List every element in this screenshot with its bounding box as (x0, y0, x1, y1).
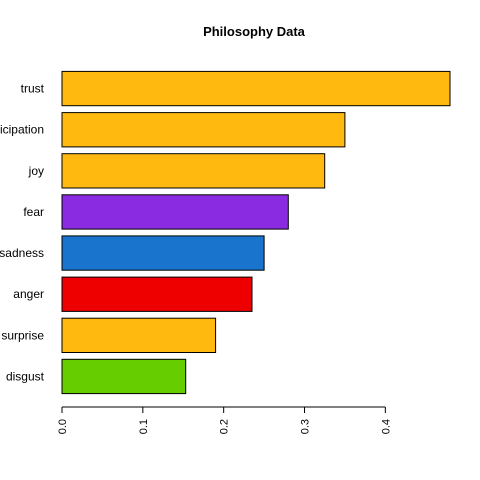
bar-anger (61, 276, 253, 312)
bar-trust (61, 70, 451, 107)
chart-title: Philosophy Data (203, 24, 306, 39)
x-tick-label: 0.0 (57, 419, 69, 434)
bar-anticipation (61, 112, 346, 148)
bars-group (61, 70, 451, 395)
category-label-disgust: disgust (6, 369, 45, 383)
category-label-surprise: surprise (1, 328, 44, 342)
bar-sadness (61, 235, 265, 271)
category-label-trust: trust (21, 82, 45, 96)
x-tick-label: 0.1 (138, 419, 150, 434)
x-tick-label: 0.4 (380, 419, 392, 434)
bar-fear (61, 194, 289, 230)
category-label-sadness: sadness (0, 246, 44, 260)
category-label-anger: anger (13, 287, 44, 301)
x-axis: 0.0 0.1 0.2 0.3 0.4 (57, 406, 392, 434)
bar-surprise (61, 317, 217, 354)
category-labels: trust anticipation joy fear sadness anger surp… (0, 82, 45, 384)
category-label-anticipation: anticipation (0, 123, 44, 137)
x-tick-label: 0.2 (219, 419, 231, 434)
bar-disgust (61, 358, 187, 395)
bar-joy (61, 153, 326, 189)
category-label-fear: fear (23, 205, 44, 219)
x-tick-label: 0.3 (300, 419, 312, 434)
category-label-joy: joy (28, 164, 44, 178)
